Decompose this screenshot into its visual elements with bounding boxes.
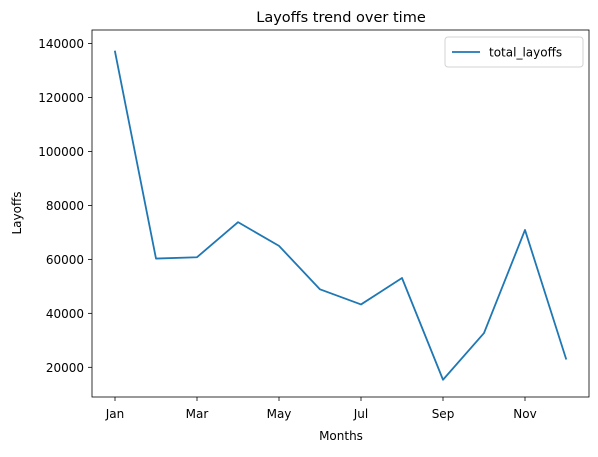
x-axis-ticks: Jan Mar May Jul Sep Nov bbox=[105, 397, 537, 421]
y-tick-label: 120000 bbox=[38, 91, 84, 105]
series-line-total-layoffs bbox=[113, 50, 568, 381]
x-tick-label: Jul bbox=[353, 407, 368, 421]
plot-area-frame bbox=[91, 29, 590, 398]
y-tick-label: 140000 bbox=[38, 37, 84, 51]
y-tick-label: 80000 bbox=[46, 199, 84, 213]
legend: total_layoffs bbox=[444, 36, 584, 68]
x-tick-label: Sep bbox=[432, 407, 455, 421]
y-axis-label: Layoffs bbox=[10, 191, 24, 234]
y-tick-label: 60000 bbox=[46, 253, 84, 267]
y-tick-label: 20000 bbox=[46, 361, 84, 375]
x-tick-label: Nov bbox=[513, 407, 536, 421]
legend-label-total-layoffs: total_layoffs bbox=[489, 46, 562, 60]
series-layer bbox=[113, 50, 568, 381]
y-tick-label: 100000 bbox=[38, 145, 84, 159]
x-tick-label: May bbox=[267, 407, 292, 421]
y-axis-ticks: 20000 40000 60000 80000 100000 120000 140000 bbox=[38, 37, 92, 375]
x-tick-label: Jan bbox=[105, 407, 125, 421]
x-axis-label: Months bbox=[319, 429, 363, 443]
x-tick-label: Mar bbox=[186, 407, 209, 421]
legend-box bbox=[444, 36, 584, 68]
y-tick-label: 40000 bbox=[46, 307, 84, 321]
chart-title: Layoffs trend over time bbox=[256, 10, 426, 26]
